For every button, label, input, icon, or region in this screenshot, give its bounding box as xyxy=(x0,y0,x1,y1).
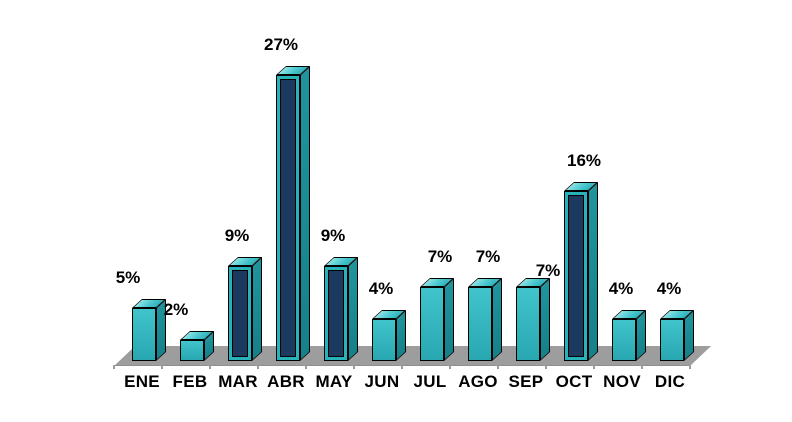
bar-front-face xyxy=(468,287,492,361)
bar-front-face xyxy=(324,266,348,361)
axis-tick xyxy=(449,365,451,369)
bar-jun xyxy=(372,309,406,361)
bar-front-face xyxy=(372,319,396,361)
bar-side-face xyxy=(636,309,646,361)
category-label-sep: SEP xyxy=(508,372,544,391)
bar-side-face xyxy=(396,309,406,361)
value-label-abr: 27% xyxy=(263,35,299,54)
value-label-jul: 7% xyxy=(427,247,453,266)
axis-tick xyxy=(689,365,691,369)
axis-tick xyxy=(497,365,499,369)
category-label-dic: DIC xyxy=(654,372,686,391)
bar-front-face xyxy=(228,266,252,361)
bar-front-face xyxy=(660,319,684,361)
bar-side-face xyxy=(540,277,550,361)
bar-side-face xyxy=(348,256,358,361)
value-label-may: 9% xyxy=(320,226,346,245)
bar-front-face xyxy=(132,308,156,361)
category-label-nov: NOV xyxy=(603,372,641,391)
bar-sep xyxy=(516,277,550,361)
bar-front-face xyxy=(564,191,588,361)
bar-jul xyxy=(420,277,454,361)
bar-front-face xyxy=(180,340,204,361)
bar-side-face xyxy=(444,277,454,361)
category-label-jul: JUL xyxy=(413,372,447,391)
bar-side-face xyxy=(300,65,310,362)
category-label-oct: OCT xyxy=(555,372,593,391)
bar-abr xyxy=(276,65,310,362)
value-label-feb: 2% xyxy=(163,300,189,319)
category-label-may: MAY xyxy=(315,372,353,391)
bar-oct xyxy=(564,181,598,361)
bar-ago xyxy=(468,277,502,361)
bar-front-face xyxy=(276,75,300,361)
value-label-sep: 7% xyxy=(535,261,561,280)
bar-side-face xyxy=(492,277,502,361)
axis-tick xyxy=(401,365,403,369)
category-label-ago: AGO xyxy=(458,372,498,391)
bar-front-face xyxy=(612,319,636,361)
value-label-ene: 5% xyxy=(115,268,141,287)
value-label-nov: 4% xyxy=(608,279,634,298)
bar-dic xyxy=(660,309,694,361)
bar-may xyxy=(324,256,358,361)
bar-feb xyxy=(180,330,214,361)
bar-side-face xyxy=(252,256,262,361)
category-label-mar: MAR xyxy=(218,372,258,391)
value-label-oct: 16% xyxy=(566,151,602,170)
bar-side-face xyxy=(684,309,694,361)
bar-ene xyxy=(132,298,166,361)
category-label-ene: ENE xyxy=(124,372,160,391)
category-label-feb: FEB xyxy=(172,372,208,391)
bar-mar xyxy=(228,256,262,361)
axis-tick xyxy=(161,365,163,369)
category-label-jun: JUN xyxy=(364,372,400,391)
axis-tick xyxy=(257,365,259,369)
value-label-jun: 4% xyxy=(368,279,394,298)
category-label-abr: ABR xyxy=(267,372,305,391)
axis-tick xyxy=(113,365,115,369)
bar-front-face xyxy=(420,287,444,361)
bar-front-face xyxy=(516,287,540,361)
axis-tick xyxy=(353,365,355,369)
value-label-mar: 9% xyxy=(224,226,250,245)
value-label-ago: 7% xyxy=(475,247,501,266)
value-label-dic: 4% xyxy=(656,279,682,298)
axis-tick xyxy=(593,365,595,369)
axis-tick xyxy=(305,365,307,369)
axis-tick xyxy=(209,365,211,369)
axis-tick xyxy=(641,365,643,369)
bar-nov xyxy=(612,309,646,361)
axis-tick xyxy=(545,365,547,369)
